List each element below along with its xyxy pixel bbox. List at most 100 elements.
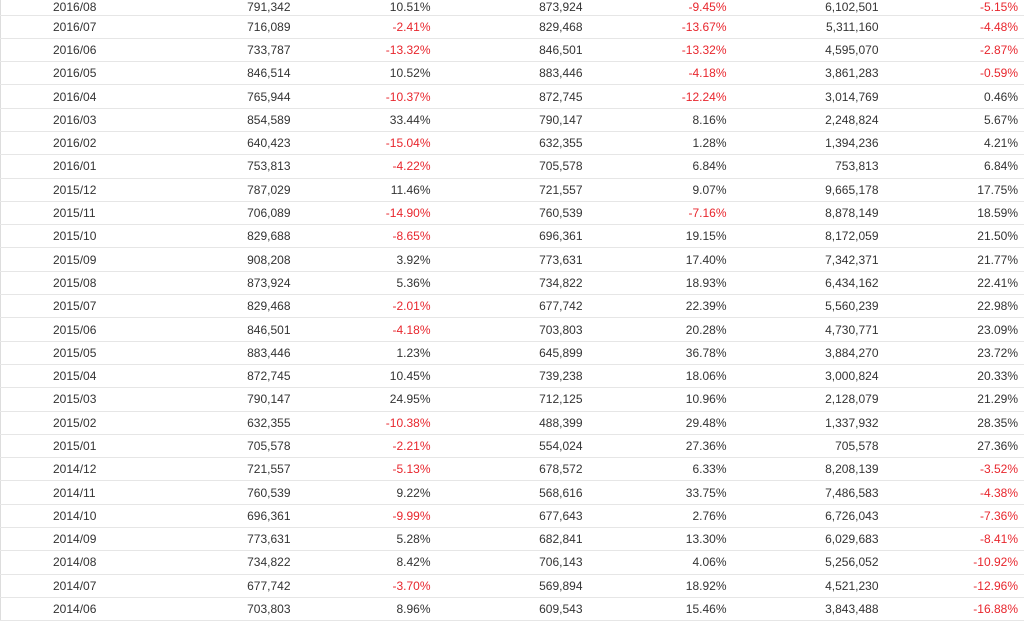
prior-change-cell: 18.93%: [582, 271, 729, 296]
month-cell: 2016/08: [0, 0, 151, 16]
cumulative-change-cell: -4.38%: [878, 480, 1024, 505]
month-cell: 2015/08: [0, 271, 151, 296]
prior-change-cell: 18.06%: [582, 364, 729, 389]
cumulative-change-cell: 0.46%: [878, 84, 1024, 109]
cumulative-change-cell: -7.36%: [878, 504, 1024, 529]
cumulative-cell: 6,726,043: [728, 504, 879, 529]
volume-cell: 733,787: [150, 38, 291, 63]
volume-cell: 829,468: [150, 294, 291, 319]
prior-change-cell: 20.28%: [582, 317, 729, 342]
volume-change-cell: -9.99%: [290, 504, 437, 529]
volume-change-cell: 33.44%: [290, 108, 437, 132]
prior-volume-cell: 829,468: [436, 15, 583, 39]
cumulative-cell: 5,560,239: [728, 294, 879, 319]
volume-change-cell: -2.01%: [290, 294, 437, 319]
month-cell: 2016/02: [0, 131, 151, 156]
table-row: 2015/01 705,578 -2.21% 554,024 27.36% 705,578…: [0, 434, 1024, 459]
prior-change-cell: 10.96%: [582, 387, 729, 412]
prior-change-cell: 4.06%: [582, 550, 729, 575]
month-cell: 2014/11: [0, 480, 151, 505]
prior-volume-cell: 873,924: [436, 0, 583, 16]
cumulative-change-cell: 5.67%: [878, 108, 1024, 132]
cumulative-cell: 7,342,371: [728, 247, 879, 272]
prior-change-cell: 29.48%: [582, 411, 729, 435]
table-row: 2015/08 873,924 5.36% 734,822 18.93% 6,434,16…: [0, 271, 1024, 296]
cumulative-cell: 3,884,270: [728, 341, 879, 365]
month-cell: 2015/06: [0, 317, 151, 342]
volume-cell: 791,342: [150, 0, 291, 16]
month-cell: 2015/05: [0, 341, 151, 365]
volume-change-cell: -2.21%: [290, 434, 437, 459]
volume-cell: 765,944: [150, 84, 291, 109]
prior-volume-cell: 678,572: [436, 457, 583, 482]
volume-change-cell: 9.22%: [290, 480, 437, 505]
volume-cell: 883,446: [150, 341, 291, 365]
volume-cell: 677,742: [150, 574, 291, 598]
volume-cell: 773,631: [150, 527, 291, 552]
cumulative-cell: 705,578: [728, 434, 879, 459]
prior-volume-cell: 682,841: [436, 527, 583, 552]
month-cell: 2015/01: [0, 434, 151, 459]
cumulative-change-cell: 23.72%: [878, 341, 1024, 365]
prior-change-cell: -13.32%: [582, 38, 729, 63]
prior-change-cell: 22.39%: [582, 294, 729, 319]
volume-cell: 829,688: [150, 224, 291, 249]
prior-change-cell: -9.45%: [582, 0, 729, 16]
cumulative-change-cell: 22.98%: [878, 294, 1024, 319]
month-cell: 2015/03: [0, 387, 151, 412]
prior-change-cell: 6.33%: [582, 457, 729, 482]
volume-cell: 703,803: [150, 597, 291, 622]
volume-change-cell: 10.51%: [290, 0, 437, 16]
cumulative-change-cell: 4.21%: [878, 131, 1024, 156]
cumulative-change-cell: -10.92%: [878, 550, 1024, 575]
prior-volume-cell: 773,631: [436, 247, 583, 272]
prior-volume-cell: 872,745: [436, 84, 583, 109]
cumulative-cell: 3,843,488: [728, 597, 879, 622]
prior-change-cell: 1.28%: [582, 131, 729, 156]
cumulative-cell: 753,813: [728, 154, 879, 179]
volume-cell: 846,501: [150, 317, 291, 342]
prior-volume-cell: 703,803: [436, 317, 583, 342]
table-row: 2016/02 640,423 -15.04% 632,355 1.28% 1,394,2…: [0, 131, 1024, 156]
cumulative-cell: 3,000,824: [728, 364, 879, 389]
prior-change-cell: 18.92%: [582, 574, 729, 598]
cumulative-change-cell: 17.75%: [878, 178, 1024, 202]
table-row: 2014/11 760,539 9.22% 568,616 33.75% 7,486,58…: [0, 480, 1024, 505]
month-cell: 2016/04: [0, 84, 151, 109]
table-row: 2015/09 908,208 3.92% 773,631 17.40% 7,342,37…: [0, 247, 1024, 272]
prior-volume-cell: 712,125: [436, 387, 583, 412]
prior-volume-cell: 609,543: [436, 597, 583, 622]
month-cell: 2015/02: [0, 411, 151, 435]
volume-change-cell: -2.41%: [290, 15, 437, 39]
cumulative-cell: 9,665,178: [728, 178, 879, 202]
volume-cell: 872,745: [150, 364, 291, 389]
month-cell: 2016/05: [0, 61, 151, 86]
volume-change-cell: -5.13%: [290, 457, 437, 482]
volume-change-cell: 8.96%: [290, 597, 437, 622]
prior-volume-cell: 705,578: [436, 154, 583, 179]
prior-volume-cell: 645,899: [436, 341, 583, 365]
table-row: 2014/06 703,803 8.96% 609,543 15.46% 3,843,48…: [0, 597, 1024, 622]
cumulative-change-cell: -0.59%: [878, 61, 1024, 86]
month-cell: 2016/07: [0, 15, 151, 39]
volume-cell: 873,924: [150, 271, 291, 296]
month-cell: 2014/12: [0, 457, 151, 482]
cumulative-change-cell: 18.59%: [878, 201, 1024, 226]
prior-change-cell: 13.30%: [582, 527, 729, 552]
volume-change-cell: 10.52%: [290, 61, 437, 86]
prior-change-cell: 15.46%: [582, 597, 729, 622]
cumulative-cell: 1,337,932: [728, 411, 879, 435]
volume-change-cell: 1.23%: [290, 341, 437, 365]
cumulative-change-cell: 23.09%: [878, 317, 1024, 342]
volume-change-cell: -15.04%: [290, 131, 437, 156]
prior-change-cell: 19.15%: [582, 224, 729, 249]
table-row: 2016/01 753,813 -4.22% 705,578 6.84% 753,813 6…: [0, 154, 1024, 179]
volume-cell: 696,361: [150, 504, 291, 529]
cumulative-cell: 6,029,683: [728, 527, 879, 552]
prior-change-cell: -7.16%: [582, 201, 729, 226]
prior-volume-cell: 677,643: [436, 504, 583, 529]
table-row: 2016/08 791,342 10.51% 873,924 -9.45% 6,102,5…: [0, 0, 1024, 16]
prior-volume-cell: 790,147: [436, 108, 583, 132]
table-row: 2015/12 787,029 11.46% 721,557 9.07% 9,665,17…: [0, 178, 1024, 202]
month-cell: 2014/09: [0, 527, 151, 552]
